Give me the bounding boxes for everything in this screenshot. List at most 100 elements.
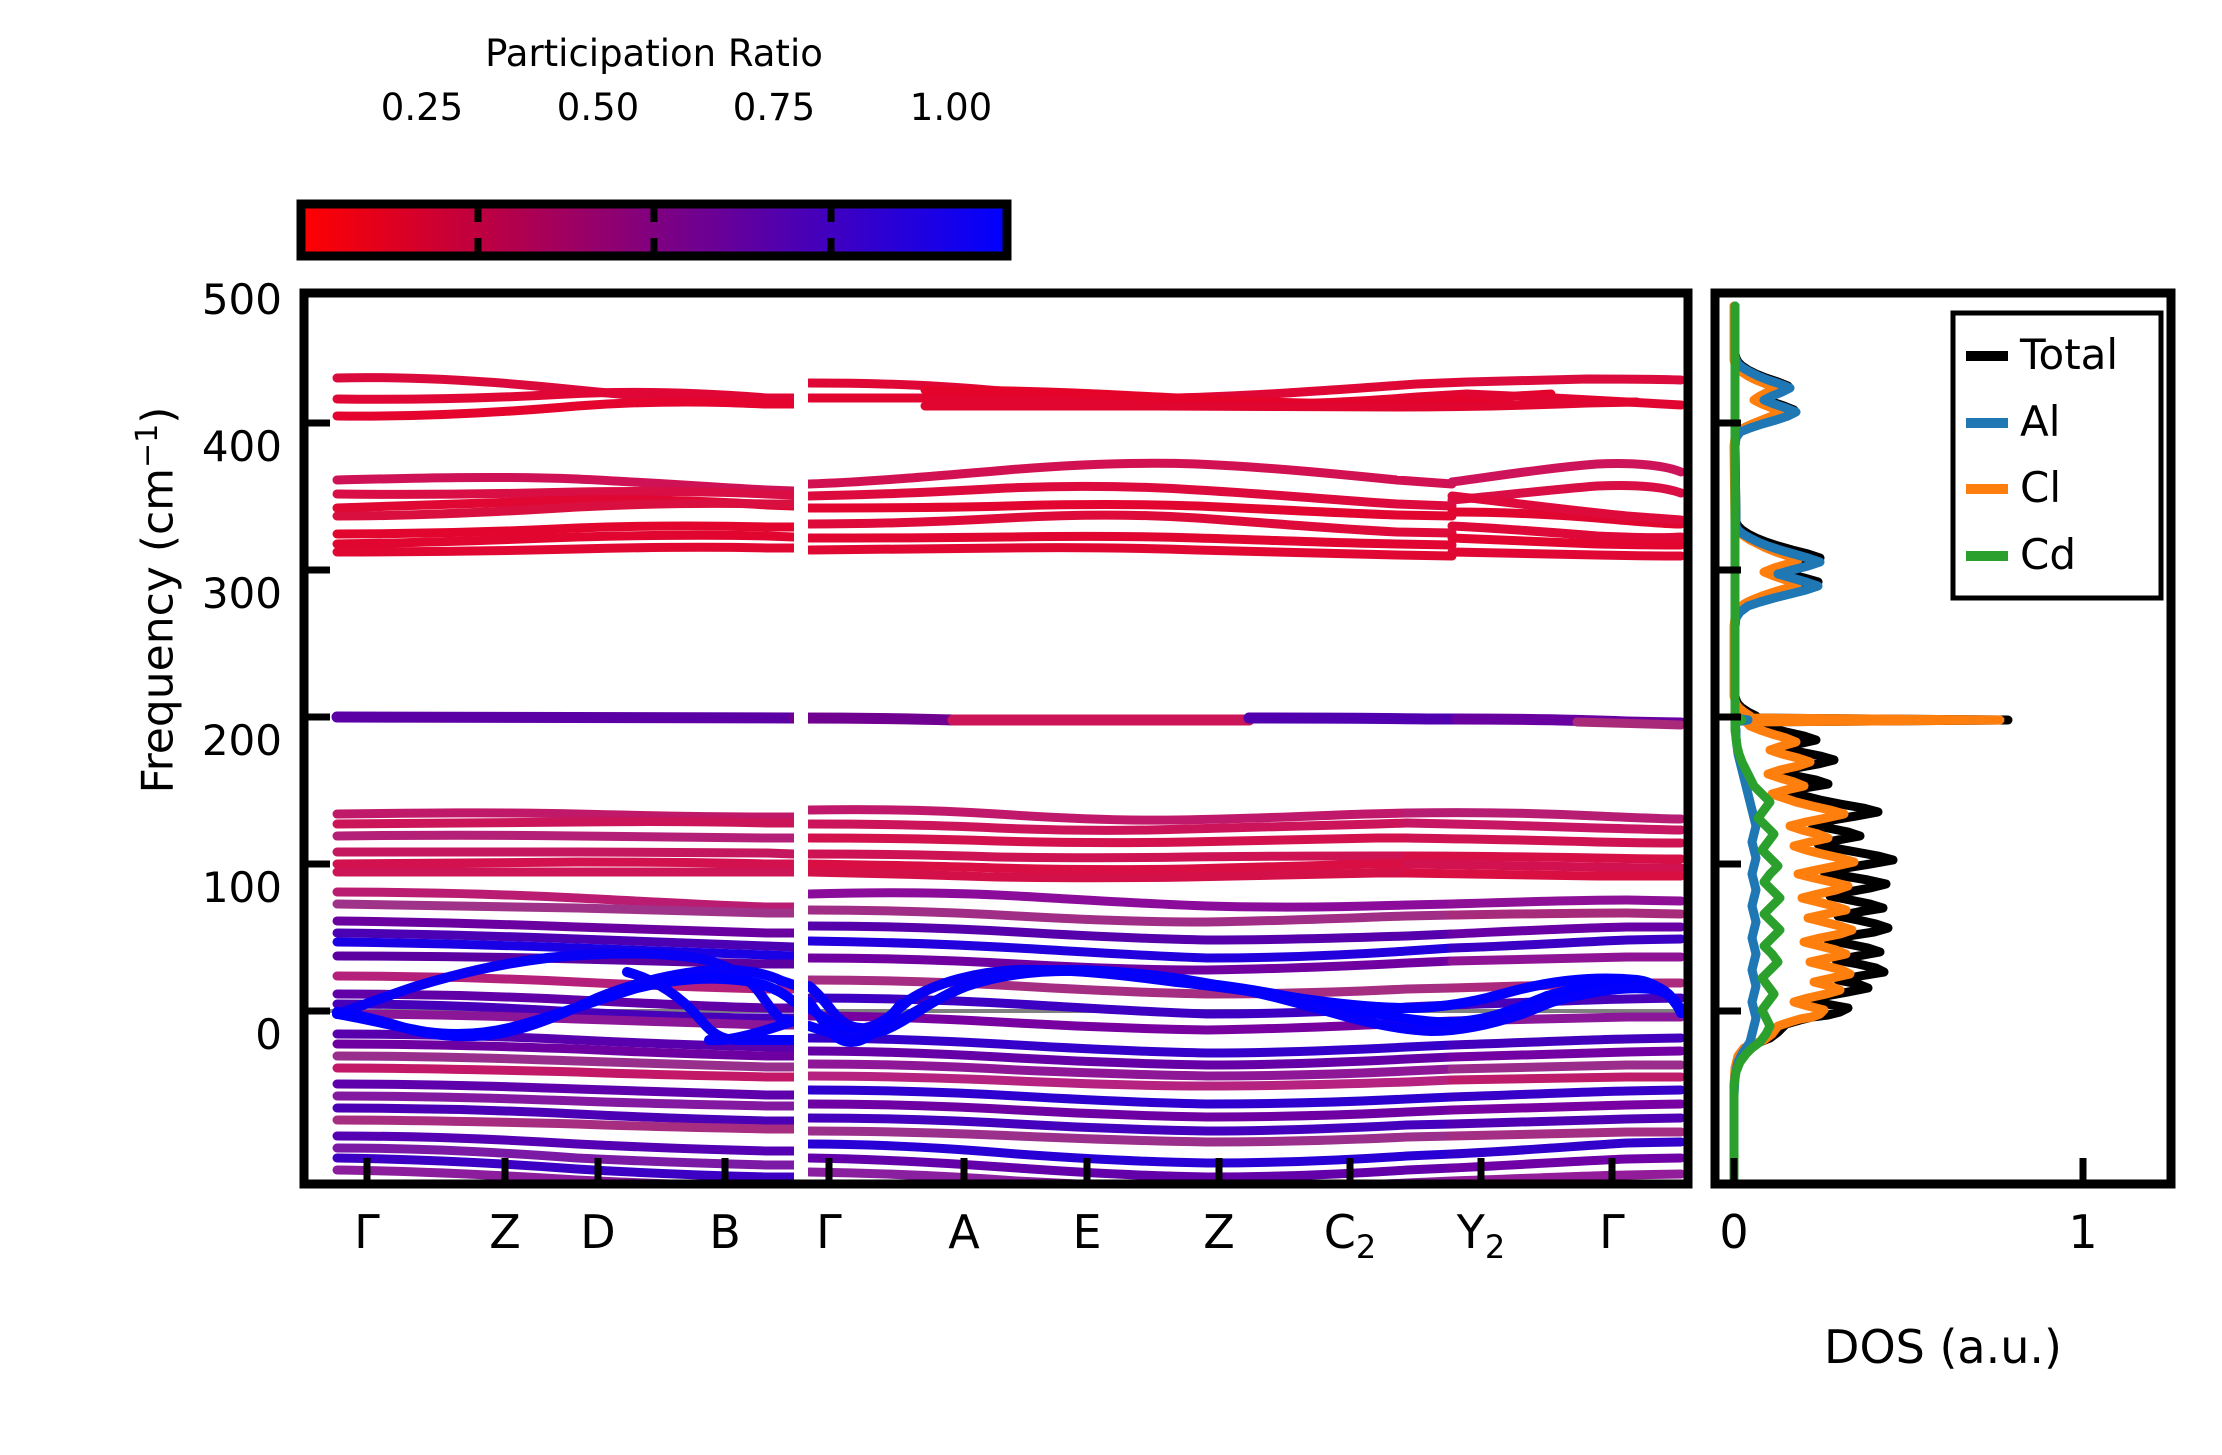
- xtick-label-a: A: [948, 1205, 980, 1259]
- band-curve: [1447, 1072, 1686, 1085]
- band-curve: [1447, 491, 1686, 525]
- band-curve: [1402, 859, 1686, 873]
- band-curve: [332, 1051, 799, 1072]
- xtick-label-gamma-1: Γ: [354, 1205, 380, 1259]
- band-curve: [804, 1126, 1457, 1147]
- band-curve: [804, 1167, 1457, 1184]
- band-curve: [1462, 389, 1686, 410]
- band-curve: [1447, 507, 1686, 529]
- colorbar-tick-0: 0.25: [380, 86, 464, 129]
- xtick-label-e: E: [1072, 1205, 1102, 1259]
- dos-axis-label: DOS (a.u.): [1824, 1320, 2062, 1374]
- band-curve: [1447, 1033, 1686, 1050]
- band-curve: [804, 1099, 1457, 1122]
- dos-legend-label-cd: Cd: [2020, 530, 2076, 579]
- xtick-label-z-1: Z: [489, 1205, 521, 1259]
- band-curve: [332, 928, 799, 952]
- band-curve-acoustic: [332, 973, 799, 1039]
- band-curve: [1447, 547, 1686, 561]
- band-curve: [332, 847, 799, 859]
- band-curve: [332, 530, 799, 549]
- band-curve-acoustic: [332, 948, 799, 1026]
- band-curve: [804, 543, 1457, 561]
- band-curve: [1447, 1099, 1686, 1115]
- band-curve: [804, 905, 1457, 927]
- band-curve: [332, 971, 799, 994]
- band-panel-frame: [299, 288, 1693, 1189]
- dos-legend-label-al: Al: [2020, 397, 2061, 446]
- band-curve: [1447, 952, 1686, 966]
- band-curve: [332, 1009, 799, 1030]
- band-curve: [1402, 818, 1686, 835]
- band-curve: [804, 936, 1457, 963]
- band-structure-panel[interactable]: [297, 286, 1695, 1191]
- band-curve: [804, 859, 1412, 875]
- band-curve: [804, 1046, 1457, 1070]
- band-curve: [804, 1071, 1457, 1091]
- band-curve: [804, 1139, 1457, 1168]
- band-curve: [804, 1113, 1457, 1136]
- xtick-label-c2: C2: [1323, 1205, 1377, 1267]
- band-curve-acoustic: [1547, 983, 1686, 1016]
- y-tick-0: 0: [255, 1010, 282, 1059]
- dos-legend-label-total: Total: [2020, 330, 2119, 379]
- band-curve: [1447, 934, 1686, 953]
- colorbar-tick-1: 0.50: [556, 86, 640, 129]
- y-tick-labels: 500 400 300 200 100 0: [120, 0, 290, 1200]
- band-curve: [804, 921, 1457, 945]
- band-curve-acoustic: [804, 965, 1237, 1042]
- band-curve: [332, 857, 799, 869]
- band-curve: [804, 1033, 1457, 1058]
- band-curve: [1447, 1060, 1686, 1074]
- band-curve: [920, 397, 1642, 412]
- dos-panel[interactable]: [1708, 286, 2178, 1191]
- band-curve: [332, 830, 799, 843]
- dos-xtick-1: 1: [2068, 1205, 2098, 1259]
- band-curve: [1447, 521, 1686, 543]
- band-curve-acoustic: [1227, 983, 1557, 1037]
- dos-legend-label-cl: Cl: [2020, 463, 2061, 512]
- band-curve: [1447, 908, 1686, 920]
- band-curve: [332, 472, 799, 496]
- band-panel-yticks: [304, 419, 330, 1015]
- band-curve-acoustic-imaginary: [622, 967, 799, 1045]
- band-curve: [332, 899, 799, 918]
- band-curve: [332, 487, 799, 500]
- band-curve: [332, 397, 799, 421]
- band-curve: [804, 500, 1457, 521]
- band-curve: [1447, 1046, 1686, 1062]
- band-curve: [332, 1115, 799, 1134]
- band-curve: [1447, 922, 1686, 939]
- colorbar-tick-3: 1.00: [909, 86, 993, 129]
- colorbar-title: Participation Ratio: [485, 32, 823, 75]
- band-curve-acoustic-imaginary: [804, 997, 906, 1047]
- band-curve: [1402, 851, 1686, 864]
- band-curve: [332, 1029, 799, 1052]
- xtick-label-y2: Y2: [1456, 1205, 1506, 1267]
- y-tick-400: 400: [201, 422, 282, 471]
- band-curve: [804, 975, 1457, 999]
- band-curve: [1243, 712, 1463, 725]
- y-tick-200: 200: [201, 716, 282, 765]
- band-curve: [1402, 808, 1686, 824]
- band-curve: [804, 1059, 1457, 1081]
- colorbar-tickmarks: [474, 204, 835, 256]
- band-curve: [332, 887, 799, 912]
- dos-legend[interactable]: [1950, 310, 2164, 601]
- band-curve: [804, 849, 1412, 863]
- band-curve: [332, 387, 799, 404]
- band-curve: [804, 888, 1457, 912]
- colorbar[interactable]: [295, 198, 1015, 268]
- band-curve: [332, 808, 799, 822]
- band-curve: [332, 817, 799, 829]
- band-curve: [1402, 833, 1686, 848]
- dos-panel-xtick-labels: 0 1: [1708, 1205, 2178, 1275]
- band-curve: [920, 385, 1556, 409]
- colorbar-tick-2: 0.75: [732, 86, 816, 129]
- band-curve: [804, 867, 1412, 883]
- band-curve: [332, 542, 799, 557]
- band-curve: [332, 1131, 799, 1156]
- y-tick-500: 500: [201, 275, 282, 324]
- band-curve: [804, 805, 1412, 825]
